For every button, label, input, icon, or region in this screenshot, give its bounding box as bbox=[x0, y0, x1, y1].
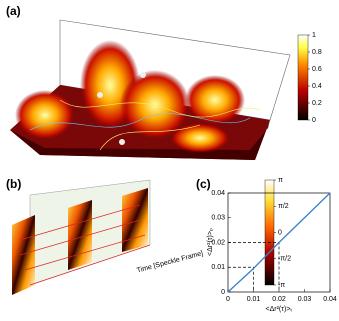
colorbar-tick-label: 0.6 bbox=[312, 66, 322, 73]
x-tick-label: 0.01 bbox=[247, 296, 261, 303]
data-line bbox=[227, 192, 331, 293]
guide-line bbox=[228, 266, 254, 292]
panel-label: (b) bbox=[6, 177, 21, 191]
x-tick-label: 0.02 bbox=[272, 296, 286, 303]
y-tick-label: 0.03 bbox=[211, 215, 225, 222]
y-tick-label: 0.02 bbox=[211, 239, 225, 246]
colorbar-tick-label: -π/2 bbox=[278, 256, 291, 263]
colorbar-tick-label: 0 bbox=[278, 229, 282, 236]
colorbar-tick-label: 0.8 bbox=[312, 49, 322, 56]
colorbar bbox=[264, 179, 275, 286]
colorbar-tick-label: 0 bbox=[312, 117, 316, 124]
x-tick-label: 0 bbox=[226, 296, 230, 303]
speckle-slices bbox=[12, 179, 151, 295]
colorbar-tick-label: π bbox=[278, 177, 283, 184]
x-axis-label: <Δr²(τ)>ₜ bbox=[265, 306, 292, 313]
colorbar-tick-label: 1 bbox=[312, 32, 316, 39]
axis-label: Time [Speckle Frame] bbox=[136, 250, 204, 274]
x-tick-label: 0.03 bbox=[298, 296, 312, 303]
panel-label: (a) bbox=[6, 4, 21, 18]
colorbar-tick-label: 0.2 bbox=[312, 100, 322, 107]
y-tick-label: 0.01 bbox=[211, 264, 225, 271]
colorbar-tick-label: 0.4 bbox=[312, 83, 322, 90]
surface-3d bbox=[10, 19, 291, 160]
y-tick-label: 0 bbox=[221, 289, 225, 296]
y-tick-label: 0.04 bbox=[211, 190, 225, 197]
colorbar-tick-label: π/2 bbox=[278, 203, 289, 210]
colorbar-tick-label: -π bbox=[278, 282, 285, 289]
x-tick-label: 0.04 bbox=[323, 296, 337, 303]
colorbar bbox=[297, 34, 309, 121]
y-axis-label: <Δr²(τ)>ₚ bbox=[207, 228, 214, 256]
panel-label: (c) bbox=[196, 177, 211, 191]
